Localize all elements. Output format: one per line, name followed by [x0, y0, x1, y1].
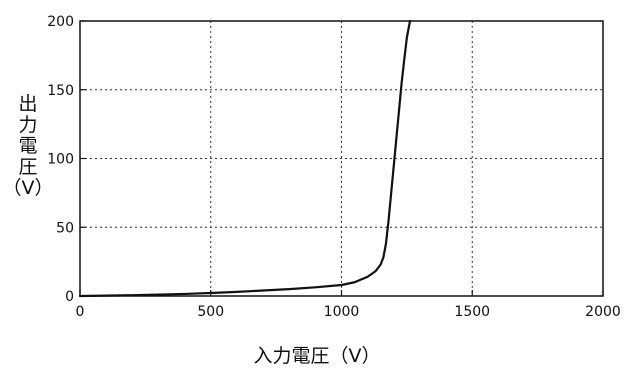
y-tick-label-0: 0	[65, 289, 74, 305]
y-axis-title-char-2: 電	[18, 135, 37, 157]
y-tick-label-4: 200	[47, 14, 74, 30]
x-tick-label-4: 2000	[585, 304, 621, 320]
y-tick-label-3: 150	[47, 83, 74, 99]
y-axis-title-char-4: （V）	[3, 177, 54, 199]
y-axis-title-char-3: 圧	[18, 156, 37, 178]
x-tick-label-3: 1500	[454, 304, 490, 320]
y-tick-labels: 0 50 100 150 200	[47, 14, 74, 305]
x-tick-label-1: 500	[197, 304, 224, 320]
y-axis-title-char-1: 力	[18, 114, 37, 136]
x-tick-label-2: 1000	[324, 304, 360, 320]
x-tick-label-0: 0	[76, 304, 85, 320]
grid	[80, 21, 603, 296]
x-tick-labels: 0 500 1000 1500 2000	[76, 304, 621, 320]
y-tick-label-2: 100	[47, 152, 74, 168]
y-tick-label-1: 50	[56, 220, 74, 236]
series-line	[78, 19, 412, 298]
y-axis-title-char-0: 出	[18, 93, 37, 115]
x-axis-title: 入力電圧（V）	[254, 345, 381, 367]
